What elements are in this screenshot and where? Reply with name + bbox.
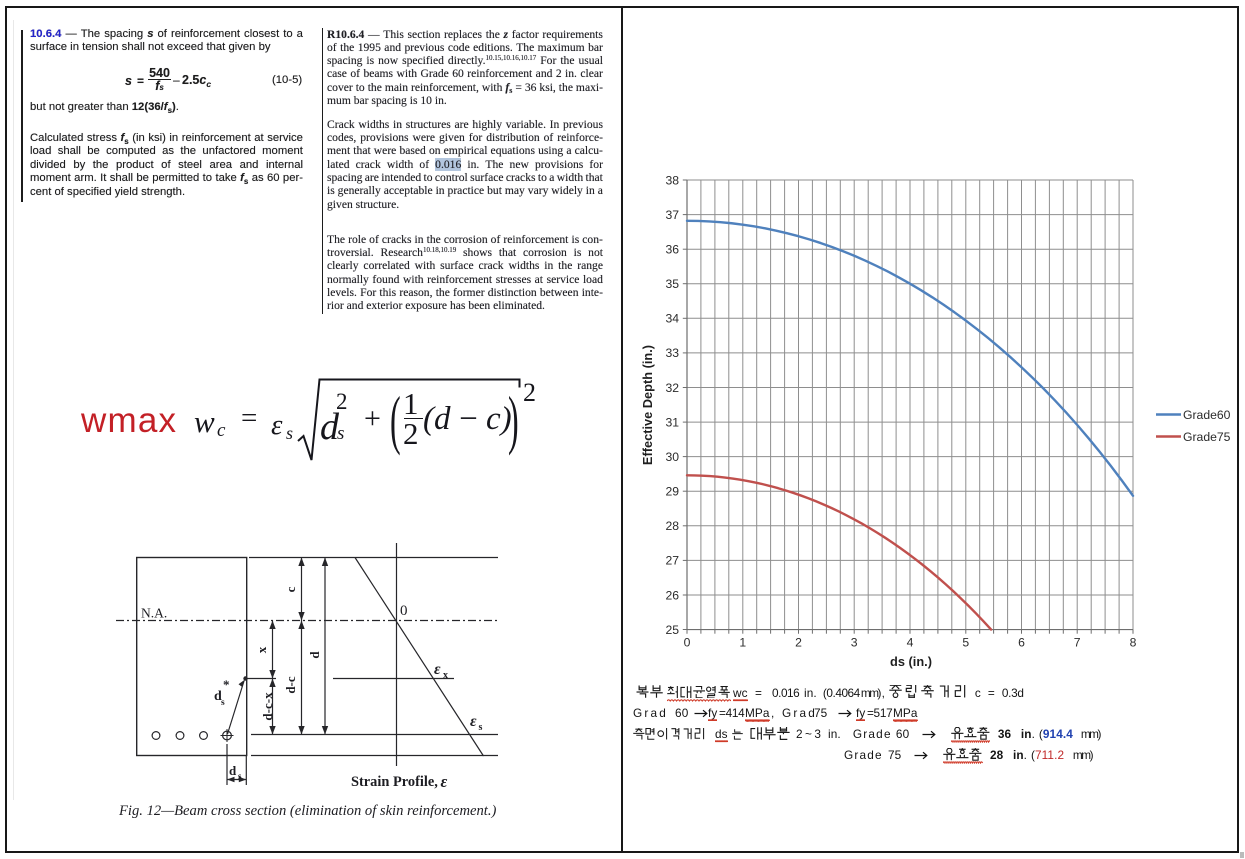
svg-text:c: c	[283, 586, 298, 592]
svg-text:3: 3	[851, 636, 858, 650]
svg-text:5: 5	[962, 636, 969, 650]
svg-text:37: 37	[665, 208, 679, 222]
svg-text:35: 35	[665, 277, 679, 291]
svg-text:4: 4	[907, 636, 914, 650]
svg-text:ε: ε	[441, 772, 448, 791]
svg-text:d: d	[214, 689, 222, 704]
svg-text:*: *	[223, 677, 230, 692]
svg-text:Strain Profile,: Strain Profile,	[351, 774, 438, 790]
svg-text:29: 29	[665, 485, 679, 499]
svg-text:x: x	[443, 670, 448, 681]
svg-text:1: 1	[739, 636, 746, 650]
svg-text:36: 36	[665, 243, 679, 257]
svg-text:33: 33	[665, 346, 679, 360]
svg-text:2: 2	[795, 636, 802, 650]
svg-text:26: 26	[665, 588, 679, 602]
svg-text:d: d	[307, 651, 322, 659]
svg-text:s: s	[238, 771, 242, 781]
svg-text:38: 38	[665, 173, 679, 187]
svg-text:31: 31	[665, 415, 679, 429]
svg-text:Grade60: Grade60	[1183, 408, 1231, 422]
svg-text:x: x	[254, 646, 269, 653]
svg-text:6: 6	[1018, 636, 1025, 650]
svg-text:30: 30	[665, 450, 679, 464]
svg-text:d: d	[229, 763, 237, 778]
svg-text:0: 0	[684, 636, 691, 650]
svg-text:7: 7	[1074, 636, 1081, 650]
svg-text:ε: ε	[434, 661, 441, 678]
svg-text:s: s	[221, 698, 225, 708]
svg-text:ε: ε	[470, 713, 477, 730]
svg-text:s: s	[479, 722, 483, 733]
svg-text:Effective Depth (in.): Effective Depth (in.)	[640, 345, 655, 465]
svg-text:Grade75: Grade75	[1183, 430, 1231, 444]
svg-text:8: 8	[1130, 636, 1137, 650]
svg-text:N.A.: N.A.	[141, 606, 167, 621]
svg-text:d-c-x: d-c-x	[260, 692, 275, 721]
svg-text:25: 25	[665, 623, 679, 637]
svg-text:28: 28	[665, 519, 679, 533]
svg-text:32: 32	[665, 381, 679, 395]
svg-text:27: 27	[665, 554, 679, 568]
svg-text:d-c: d-c	[283, 676, 298, 694]
svg-text:ds (in.): ds (in.)	[890, 654, 932, 669]
svg-text:0: 0	[400, 603, 408, 619]
svg-text:34: 34	[665, 312, 679, 326]
